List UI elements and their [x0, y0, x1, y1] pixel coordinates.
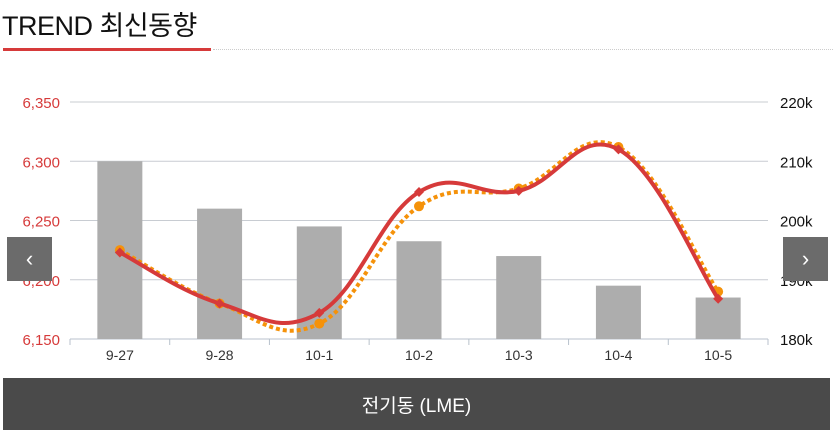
left-tick-label: 6,150	[22, 332, 60, 349]
line-series-point	[414, 187, 424, 198]
left-tick-label: 6,250	[22, 214, 60, 231]
chevron-right-icon: ›	[801, 246, 810, 271]
dotted-series-point	[314, 318, 325, 329]
line-series-point	[513, 185, 524, 196]
next-button[interactable]: ›	[783, 237, 828, 281]
bar	[595, 285, 641, 339]
chevron-left-icon: ‹	[25, 246, 34, 271]
x-tick-label: 10-4	[604, 347, 632, 363]
chart-caption: 전기동 (LME)	[3, 378, 830, 430]
bar	[197, 208, 243, 339]
bar	[396, 241, 442, 339]
prev-button[interactable]: ‹	[7, 237, 52, 281]
left-tick-label: 6,300	[22, 154, 60, 171]
right-tick-label: 220k	[780, 95, 813, 112]
page-title: TREND 최신동향	[2, 11, 197, 41]
title-divider	[213, 49, 833, 50]
x-tick-label: 9-28	[206, 347, 234, 363]
line-series-point	[713, 293, 724, 304]
x-axis: 9-27 9-28 10-1 10-2 10-3 10-4 10-5	[69, 339, 769, 363]
bar	[695, 297, 741, 339]
line-series-point	[613, 144, 624, 155]
left-tick-label: 6,350	[22, 95, 60, 112]
line-series-point	[114, 247, 125, 258]
right-tick-label: 180k	[780, 332, 813, 349]
bar	[496, 256, 542, 339]
line-series-point	[214, 298, 225, 309]
trend-chart: 9-27 9-28 10-1 10-2 10-3 10-4 10-5 6,1506,2006…	[22, 95, 813, 363]
line-series-point	[314, 307, 325, 318]
x-tick-label: 10-2	[405, 347, 433, 363]
x-tick-label: 10-3	[505, 347, 533, 363]
right-tick-label: 200k	[780, 214, 813, 231]
line-series	[118, 142, 720, 325]
series-lines	[114, 140, 724, 333]
right-tick-label: 210k	[780, 154, 813, 171]
chart-caption-label: 전기동 (LME)	[361, 395, 472, 417]
x-tick-label: 10-5	[704, 347, 732, 363]
dotted-series-point	[414, 201, 424, 212]
x-tick-label: 10-1	[305, 347, 333, 363]
x-tick-label: 9-27	[106, 347, 134, 363]
title-underline	[3, 48, 211, 51]
